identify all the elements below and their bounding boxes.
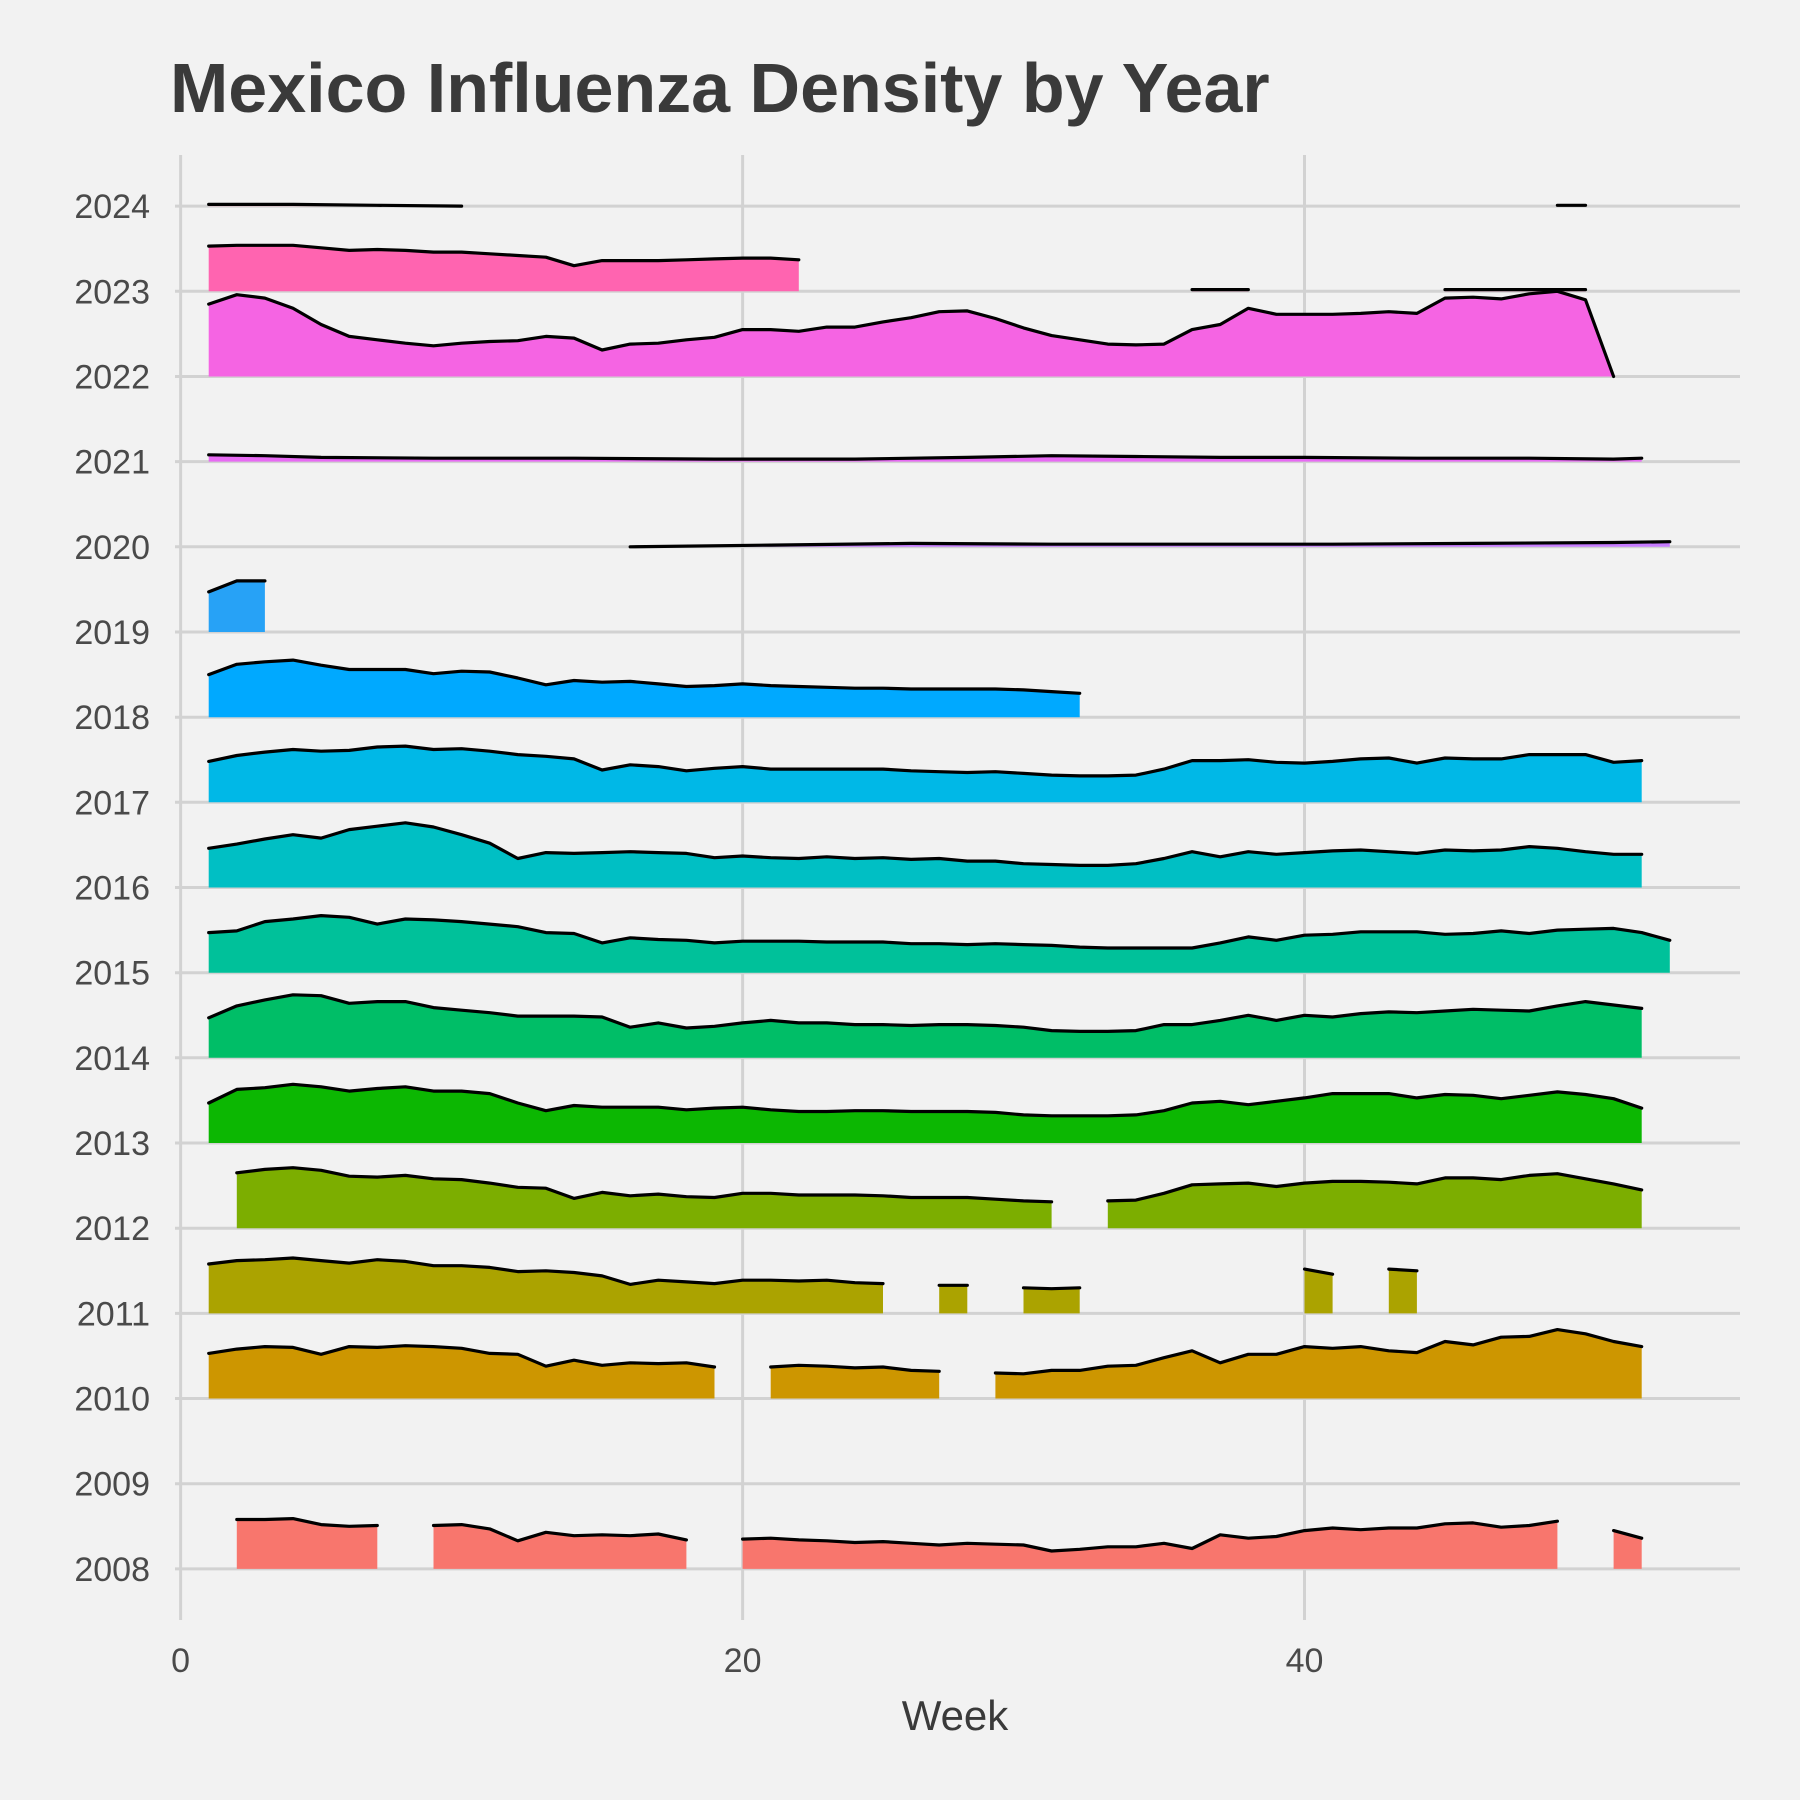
y-tick-label-2018: 2018: [74, 699, 150, 737]
ridge-line-2008-3: [1612, 1529, 1644, 1540]
ridge-area-2011-2: [1023, 1287, 1080, 1314]
ridge-line-2010-2: [993, 1328, 1644, 1376]
ridge-line-2023-0: [207, 243, 801, 268]
ridge-line-2008-2: [741, 1519, 1559, 1553]
ridge-line-2019-0: [207, 579, 267, 594]
ridge-2013: [207, 1082, 1644, 1143]
ridge-2011: [207, 1256, 1419, 1314]
ridge-line-2015-0: [207, 914, 1672, 950]
y-tick-label-2014: 2014: [74, 1040, 150, 1078]
y-tick-label-2024: 2024: [74, 188, 150, 226]
y-tick-label-2009: 2009: [74, 1466, 150, 1504]
y-tick-label-2012: 2012: [74, 1210, 150, 1248]
ridge-area-2016-0: [208, 822, 1642, 888]
ridge-area-2008-1: [433, 1524, 687, 1569]
ridge-2015: [207, 914, 1672, 973]
ridge-2019: [207, 579, 267, 632]
ridge-area-2008-3: [1613, 1530, 1642, 1569]
ridge-line-2011-3: [1302, 1267, 1335, 1276]
x-tick-label-40: 40: [1286, 1642, 1324, 1680]
ridge-line-2008-0: [235, 1517, 379, 1528]
ridge-2010: [207, 1328, 1644, 1399]
ridge-line-2021-0: [207, 453, 1644, 461]
ridge-area-2008-0: [236, 1518, 378, 1569]
ridge-area-2011-4: [1388, 1269, 1417, 1314]
x-tick-label-20: 20: [724, 1642, 762, 1680]
ridge-area-2018-0: [208, 660, 1080, 718]
ridge-area-2011-3: [1304, 1269, 1333, 1314]
ridge-2012: [235, 1166, 1644, 1229]
x-axis-tick-labels: 0 20 40: [171, 1642, 1323, 1680]
y-tick-label-2022: 2022: [74, 359, 150, 397]
ridge-line-2010-0: [207, 1344, 717, 1369]
y-tick-label-2016: 2016: [74, 870, 150, 908]
ridge-area-2023-0: [208, 245, 799, 292]
ridge-area-2011-1: [939, 1285, 968, 1314]
x-axis-title: Week: [902, 1692, 1010, 1739]
ridge-2021: [207, 453, 1644, 462]
ridge-line-2008-1: [431, 1523, 688, 1543]
y-tick-label-2020: 2020: [74, 529, 150, 567]
ridge-2016: [207, 821, 1644, 888]
ridge-line-2010-1: [769, 1363, 941, 1373]
ridge-area-2010-2: [995, 1329, 1642, 1399]
y-tick-label-2019: 2019: [74, 614, 150, 652]
ridge-line-2017-0: [207, 744, 1644, 778]
ridge-line-2022-0: [207, 289, 1616, 379]
ridge-area-2010-1: [770, 1365, 940, 1399]
ridge-2017: [207, 744, 1644, 803]
ridge-area-2011-0: [208, 1258, 883, 1314]
ridge-area-2010-0: [208, 1345, 715, 1399]
ridge-line-2011-0: [207, 1256, 885, 1286]
ridge-line-2018-0: [207, 658, 1082, 695]
ridge-line-2011-4: [1387, 1267, 1419, 1273]
ridge-area-2012-1: [1107, 1173, 1642, 1229]
ridge-line-2020-0: [628, 540, 1672, 549]
ridge-area-2017-0: [208, 746, 1642, 803]
y-axis-tick-labels: 2008 2009 2010 2011 2012 2013 2014 2015 2016 2017…: [74, 188, 150, 1589]
ridge-2008: [235, 1517, 1644, 1569]
ridge-line-2012-1: [1106, 1172, 1644, 1203]
ridge-area-2012-0: [236, 1167, 1052, 1229]
ridge-line-2014-0: [207, 993, 1644, 1033]
y-tick-label-2011: 2011: [77, 1295, 150, 1333]
chart-title: Mexico Influenza Density by Year: [170, 49, 1270, 127]
x-tick-label-0: 0: [171, 1642, 190, 1680]
y-tick-label-2021: 2021: [74, 444, 150, 482]
ridge-area-2013-0: [208, 1084, 1642, 1143]
ridge-2018: [207, 658, 1082, 718]
y-tick-label-2008: 2008: [74, 1551, 150, 1589]
ridge-2023: [207, 243, 1588, 292]
ridge-2022: [207, 289, 1616, 379]
ridge-line-2011-2: [1021, 1286, 1082, 1291]
y-tick-label-2013: 2013: [74, 1125, 150, 1163]
y-tick-label-2010: 2010: [74, 1381, 150, 1419]
ridge-2014: [207, 993, 1644, 1058]
ridge-line-2013-0: [207, 1082, 1644, 1118]
y-tick-label-2015: 2015: [74, 955, 150, 993]
y-tick-label-2017: 2017: [74, 784, 150, 822]
ridge-line-2012-0: [235, 1166, 1054, 1204]
ridge-2020: [628, 540, 1672, 549]
ridges: [207, 202, 1672, 1569]
ridge-area-2019-0: [208, 580, 265, 632]
ridge-2024: [207, 202, 1588, 208]
ridge-line-2016-0: [207, 821, 1644, 867]
y-tick-label-2023: 2023: [74, 273, 150, 311]
ridge-line-2024-0: [207, 202, 464, 208]
ridge-area-2022-0: [208, 291, 1614, 377]
